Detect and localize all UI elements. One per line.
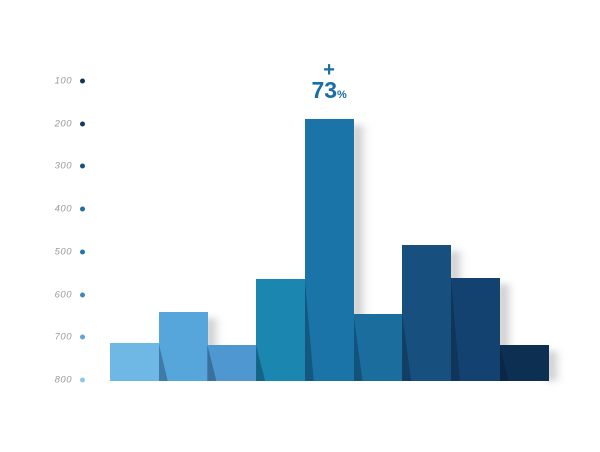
bar-fold-wedge bbox=[158, 342, 168, 381]
axis-tick-dot bbox=[80, 121, 85, 127]
axis-tick-dot bbox=[80, 292, 85, 297]
bar-fold-wedge bbox=[402, 313, 412, 381]
axis-tick-dot bbox=[80, 334, 85, 340]
bar-fold-wedge bbox=[450, 278, 460, 381]
axis-tick-label: 100 bbox=[54, 75, 72, 87]
bar bbox=[304, 119, 354, 381]
annotation-value: 73 bbox=[311, 77, 338, 104]
axis-tick-dot bbox=[80, 163, 85, 169]
bar bbox=[158, 312, 208, 381]
axis-tick-label: 600 bbox=[54, 289, 72, 300]
axis-tick-label: 500 bbox=[54, 246, 72, 258]
axis-tick-label: 800 bbox=[54, 374, 72, 386]
bar-fold-wedge bbox=[207, 345, 217, 381]
bar-fold-wedge bbox=[499, 345, 509, 381]
bar bbox=[256, 278, 306, 381]
bar bbox=[207, 345, 257, 381]
bar-drop-shadow bbox=[352, 125, 368, 326]
bar bbox=[110, 342, 160, 381]
annotation-percent-sign: % bbox=[337, 89, 347, 102]
bar-fold-wedge bbox=[256, 345, 266, 381]
bar bbox=[499, 345, 549, 381]
bar-fold-wedge bbox=[353, 313, 363, 381]
axis-tick-label: 300 bbox=[54, 160, 72, 172]
axis-tick-dot bbox=[80, 206, 85, 212]
plus-icon: + bbox=[323, 59, 335, 82]
annotation-value-row: 73% bbox=[311, 79, 346, 103]
bar-fold-wedge bbox=[304, 278, 314, 381]
bar bbox=[353, 313, 403, 381]
axis-tick-dot bbox=[80, 78, 85, 84]
axis-tick-label: 700 bbox=[54, 331, 72, 343]
bar-drop-shadow bbox=[498, 284, 514, 358]
axis-tick-dot bbox=[80, 249, 85, 255]
bar bbox=[402, 245, 452, 381]
bar bbox=[450, 278, 500, 381]
annotation-growth: + 73% bbox=[311, 59, 346, 103]
axis-tick-dot bbox=[80, 377, 85, 383]
bar-drop-shadow bbox=[547, 351, 563, 381]
axis-tick-label: 200 bbox=[54, 118, 72, 130]
axis-tick-label: 400 bbox=[54, 203, 72, 215]
